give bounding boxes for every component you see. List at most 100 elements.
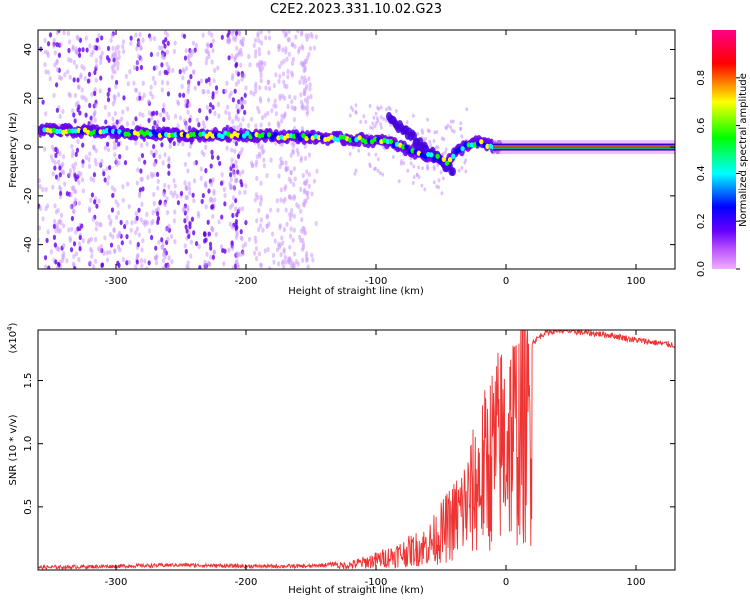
spectrogram-noise-dot xyxy=(153,161,157,167)
spectrogram-noise-dot xyxy=(73,161,78,167)
spectrogram-noise-dot xyxy=(182,92,186,98)
spectrogram-noise-dot xyxy=(252,250,257,256)
spectrogram-noise-dot xyxy=(244,183,248,189)
spectrogram-noise-dot xyxy=(139,217,143,223)
spectrogram-noise-dot xyxy=(301,257,305,263)
spectrogram-noise-dot xyxy=(209,181,213,187)
spectrogram-noise-dot xyxy=(113,248,117,254)
spectrogram-noise-dot xyxy=(299,92,303,98)
spectrogram-noise-dot xyxy=(282,249,286,255)
spectrogram-noise-dot xyxy=(290,60,295,67)
spectrogram-noise-dot xyxy=(208,81,212,87)
spectrogram-noise-dot xyxy=(112,145,116,151)
spectrogram-noise-dot xyxy=(247,236,252,242)
spectrogram-noise-dot xyxy=(43,146,47,152)
spectrogram-frame xyxy=(37,29,676,270)
snr-y-label: SNR (10 * v/v) xyxy=(8,414,19,485)
spectrogram-noise-dot xyxy=(238,150,243,156)
spectrogram-noise-dot xyxy=(75,64,79,70)
spectrogram-noise-dot xyxy=(303,187,307,193)
spectrogram-noise-dot xyxy=(229,176,233,182)
spectrogram-noise-dot xyxy=(259,78,263,84)
spectrogram-noise-dot xyxy=(441,176,445,181)
spectrogram-noise-dot xyxy=(210,154,215,160)
spectrogram-noise-dot xyxy=(279,252,283,258)
spectrogram-noise-dot xyxy=(282,79,286,85)
spectrogram-noise-dot xyxy=(306,108,310,114)
spectrogram-noise-dot xyxy=(257,226,261,233)
spectrogram-noise-dot xyxy=(152,191,156,198)
spectrogram-noise-dot xyxy=(160,142,164,148)
spectrogram-noise-dot xyxy=(204,168,208,174)
spectrogram-noise-dot xyxy=(158,70,162,76)
spectrogram-noise-dot xyxy=(202,151,206,158)
spectrogram-noise-dot xyxy=(93,258,98,264)
spectrogram-noise-dot xyxy=(74,102,78,108)
spectrogram-noise-dot xyxy=(188,102,192,108)
spectrogram-noise-dot xyxy=(412,164,416,169)
spectrogram-noise-dot xyxy=(74,46,78,52)
spectrogram-noise-dot xyxy=(254,49,258,55)
spectrogram-noise-dot xyxy=(211,213,215,219)
spectrogram-noise-dot xyxy=(114,199,118,205)
spectrogram-noise-dot xyxy=(234,219,238,225)
spectrogram-noise-dot xyxy=(253,53,258,59)
spectrogram-ridge-dot xyxy=(444,160,450,166)
spectrogram-noise-dot xyxy=(378,171,382,176)
snr-scale-text: (x10 xyxy=(8,331,19,354)
spectrogram-noise-dot xyxy=(135,65,139,72)
spectrogram-noise-dot xyxy=(69,191,73,198)
spectrogram-noise-dot xyxy=(160,62,164,68)
spectrogram-noise-dot xyxy=(74,151,78,158)
spectrogram-noise-dot xyxy=(279,187,283,193)
spectrogram-noise-dot xyxy=(212,78,216,84)
spectrogram-noise-dot xyxy=(135,180,139,186)
spectrogram-noise-dot xyxy=(220,34,224,40)
spectrogram-noise-dot xyxy=(237,206,242,212)
spectrogram-noise-dot xyxy=(52,43,56,49)
spectrogram-noise-dot xyxy=(52,223,57,229)
spectrogram-noise-dot xyxy=(235,61,239,68)
spectrogram-noise-dot xyxy=(91,216,95,222)
spectrogram-noise-dot xyxy=(257,46,261,53)
spectrogram-noise-dot xyxy=(206,219,210,225)
spectrogram-noise-dot xyxy=(286,74,290,80)
spectrogram-noise-dot xyxy=(89,197,93,203)
spectrogram-noise-dot xyxy=(273,238,277,244)
spectrogram-ridge-dot xyxy=(304,135,309,142)
spectrogram-noise-dot xyxy=(186,207,190,213)
spectrogram-noise-dot xyxy=(412,175,416,180)
spectrogram-ridge-dot xyxy=(441,156,447,162)
spectrogram-noise-dot xyxy=(57,246,61,252)
spectrogram-noise-dot xyxy=(183,161,188,168)
spectrogram-noise-dot xyxy=(359,119,363,124)
spectrogram-noise-dot xyxy=(77,241,82,247)
spectrogram-noise-dot xyxy=(263,112,267,119)
spectrogram-noise-dot xyxy=(154,149,158,155)
spectrogram-noise-dot xyxy=(134,87,138,93)
spectrogram-noise-dot xyxy=(107,175,111,181)
spectrogram-noise-dot xyxy=(153,120,157,126)
spectrogram-noise-dot xyxy=(140,152,145,159)
spectrogram-noise-dot xyxy=(293,176,297,182)
spectrogram-noise-dot xyxy=(299,208,303,214)
spectrogram-ridge-dot xyxy=(213,132,219,138)
spectrogram-noise-dot xyxy=(285,221,289,227)
spectrogram-noise-dot xyxy=(229,184,233,190)
spectrogram-noise-dot xyxy=(161,241,165,247)
spectrogram-noise-dot xyxy=(426,128,430,133)
spectrogram-noise-dot xyxy=(300,43,304,50)
spectrogram-noise-dot xyxy=(80,223,84,229)
spectrogram-noise-dot xyxy=(243,189,247,195)
spectrogram-noise-dot xyxy=(181,141,185,147)
spectrogram-noise-dot xyxy=(277,121,281,128)
spectrogram-noise-dot xyxy=(80,87,84,93)
spectrogram-noise-dot xyxy=(178,92,182,98)
spectrogram-noise-dot xyxy=(120,116,124,122)
spectrogram-noise-dot xyxy=(108,221,112,227)
spectrogram-noise-dot xyxy=(302,226,306,232)
spectrogram-noise-dot xyxy=(379,122,383,127)
spectrogram-noise-dot xyxy=(71,44,75,50)
spectrogram-noise-dot xyxy=(210,59,214,65)
spectrogram-noise-dot xyxy=(258,66,262,72)
